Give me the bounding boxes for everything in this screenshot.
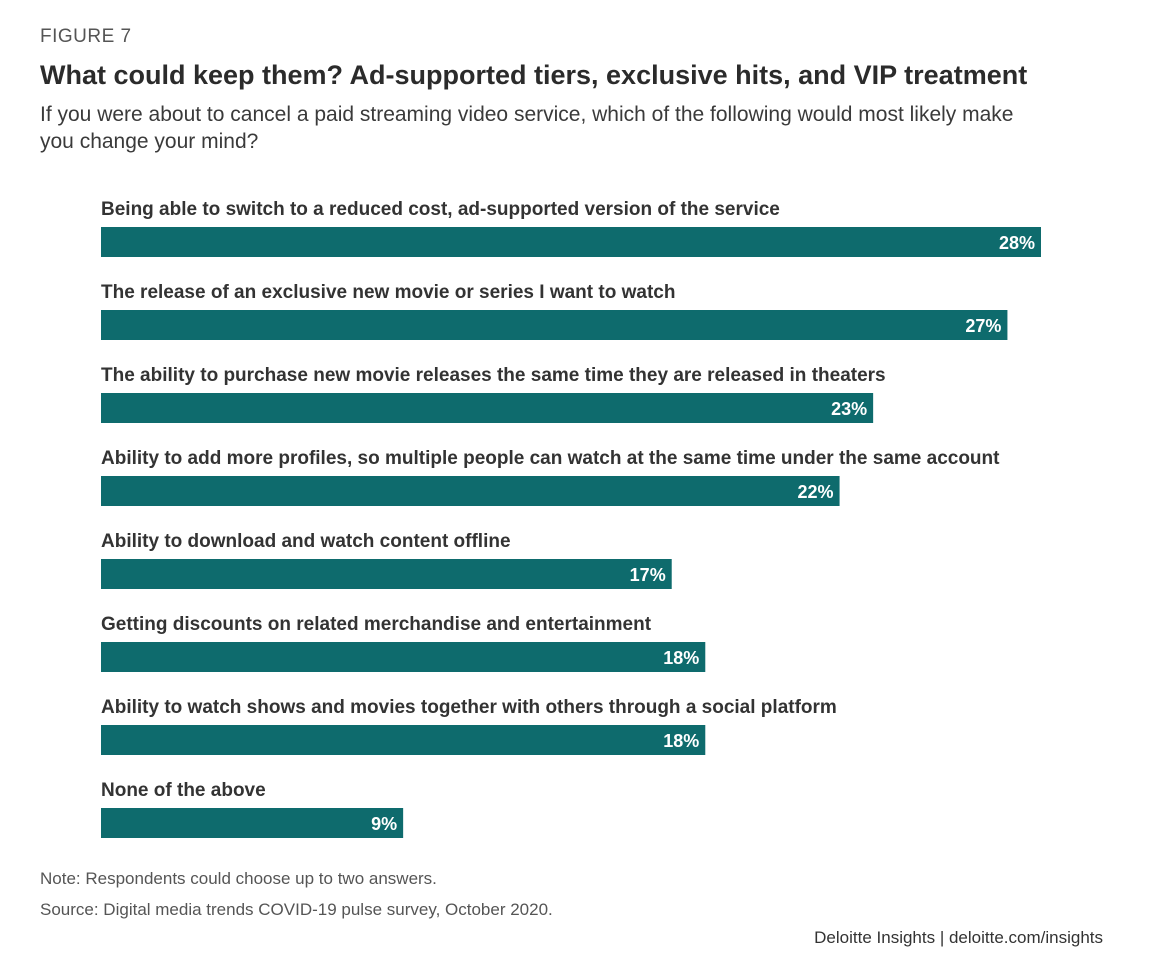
bar xyxy=(101,476,840,506)
bar-value-label: 17% xyxy=(630,565,666,585)
bar xyxy=(101,310,1008,340)
bar xyxy=(101,559,672,589)
bar-value-label: 22% xyxy=(798,482,834,502)
chart-note: Note: Respondents could choose up to two… xyxy=(40,869,437,888)
bar-value-label: 18% xyxy=(663,731,699,751)
chart-title: What could keep them? Ad-supported tiers… xyxy=(40,60,1028,90)
category-label: None of the above xyxy=(101,780,266,801)
bar-value-label: 18% xyxy=(663,648,699,668)
bar-chart: Being able to switch to a reduced cost, … xyxy=(101,199,1041,838)
bar xyxy=(101,227,1041,257)
bar xyxy=(101,725,706,755)
category-label: Ability to watch shows and movies togeth… xyxy=(101,697,837,718)
bar xyxy=(101,393,874,423)
figure-label: FIGURE 7 xyxy=(40,26,132,47)
bar-value-label: 9% xyxy=(371,814,397,834)
category-label: Ability to download and watch content of… xyxy=(101,531,511,552)
chart-subtitle: If you were about to cancel a paid strea… xyxy=(40,103,1014,153)
category-label: The ability to purchase new movie releas… xyxy=(101,365,886,386)
bar xyxy=(101,642,706,672)
bar-value-label: 27% xyxy=(965,316,1001,336)
bar-value-label: 28% xyxy=(999,233,1035,253)
bar xyxy=(101,808,404,838)
category-label: Being able to switch to a reduced cost, … xyxy=(101,199,780,220)
chart-source: Source: Digital media trends COVID-19 pu… xyxy=(40,900,553,919)
category-label: Getting discounts on related merchandise… xyxy=(101,614,652,635)
category-label: Ability to add more profiles, so multipl… xyxy=(101,448,1000,469)
bar-value-label: 23% xyxy=(831,399,867,419)
category-label: The release of an exclusive new movie or… xyxy=(101,282,675,303)
publisher-credit: Deloitte Insights | deloitte.com/insight… xyxy=(814,928,1103,947)
